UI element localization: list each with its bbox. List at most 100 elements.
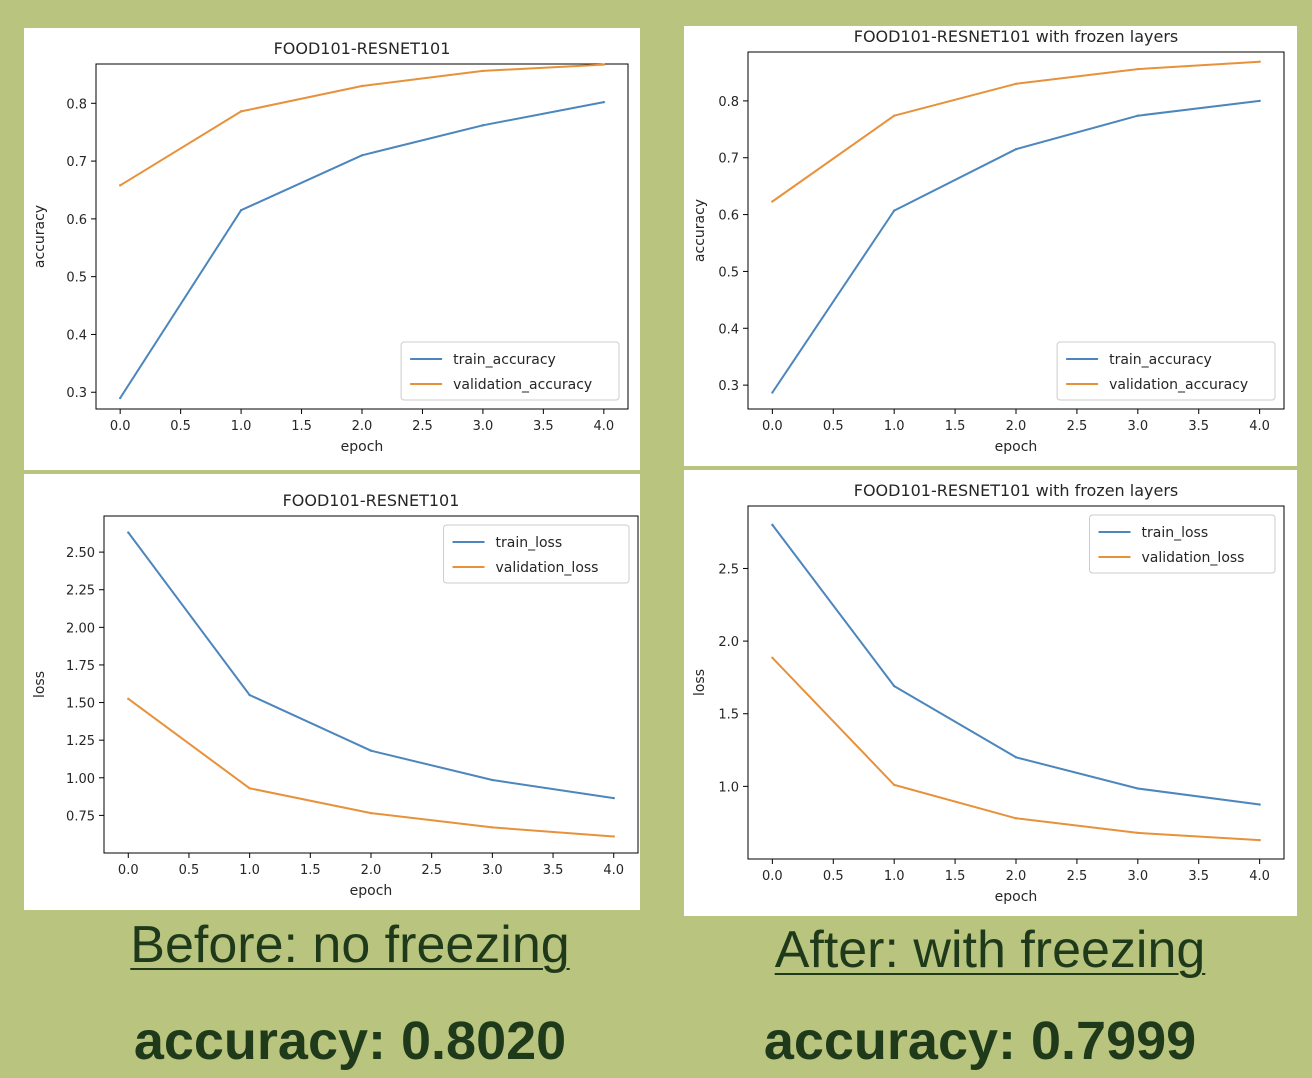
legend-box	[1056, 341, 1276, 401]
y-tick-label: 1.5	[718, 708, 739, 723]
y-tick-label: 1.75	[66, 659, 95, 674]
legend-label: train_loss	[1142, 525, 1209, 541]
y-tick-label: 0.75	[66, 809, 95, 824]
data-point-train_accuracy	[1014, 148, 1018, 151]
x-tick-label: 0.5	[179, 863, 200, 878]
x-tick-label: 0.0	[118, 863, 139, 878]
x-tick-label: 0.0	[762, 869, 783, 884]
x-tick-label: 3.5	[543, 863, 564, 878]
x-tick-label: 2.5	[421, 863, 442, 878]
data-point-train_accuracy	[602, 100, 606, 104]
legend-box	[1089, 514, 1276, 574]
y-tick-label: 1.00	[66, 772, 95, 787]
x-axis-label: epoch	[341, 439, 384, 455]
metric-value: 0.7999	[1031, 1011, 1197, 1071]
data-point-train_accuracy	[239, 209, 243, 212]
y-tick-label: 0.3	[66, 386, 87, 401]
y-tick-label: 0.6	[718, 209, 739, 224]
y-tick-label: 0.6	[66, 213, 87, 228]
x-tick-label: 3.5	[1188, 419, 1209, 434]
y-axis-label: accuracy	[692, 199, 708, 262]
y-tick-label: 0.8	[718, 95, 739, 110]
data-point-validation_loss	[771, 656, 774, 660]
y-tick-label: 0.5	[718, 265, 739, 280]
data-point-validation_loss	[1136, 831, 1140, 835]
y-tick-label: 0.8	[66, 97, 87, 112]
y-tick-label: 1.50	[66, 697, 95, 712]
legend-label: validation_loss	[1142, 550, 1245, 566]
x-tick-label: 3.0	[482, 863, 503, 878]
data-point-validation_loss	[612, 835, 615, 838]
y-axis-label: loss	[32, 671, 48, 698]
x-tick-label: 3.5	[1188, 869, 1209, 884]
data-point-train_accuracy	[1136, 114, 1140, 117]
before-heading: Before: no freezing	[130, 916, 570, 974]
data-point-train_loss	[127, 531, 130, 534]
data-point-validation_accuracy	[239, 110, 243, 113]
y-tick-label: 0.4	[718, 322, 739, 337]
x-axis-label: epoch	[995, 889, 1038, 905]
after-accuracy-panel: FOOD101-RESNET101 with frozen layers 0.0 0…	[684, 26, 1297, 466]
data-point-train_loss	[1136, 787, 1140, 790]
legend: train_loss validation_loss	[443, 524, 630, 584]
x-tick-label: 3.0	[1127, 869, 1148, 884]
legend-label: validation_accuracy	[453, 377, 592, 393]
x-tick-label: 2.0	[1006, 419, 1027, 434]
x-tick-label: 3.0	[473, 419, 494, 434]
after-loss-chart: FOOD101-RESNET101 with frozen layers 0.0 0…	[692, 481, 1285, 905]
x-tick-label: 2.5	[1067, 869, 1088, 884]
y-tick-label: 0.3	[718, 379, 739, 394]
x-tick-label: 1.0	[239, 863, 260, 878]
x-tick-label: 0.5	[170, 419, 191, 434]
x-tick-label: 3.5	[533, 419, 554, 434]
data-point-train_accuracy	[771, 391, 774, 394]
data-point-train_accuracy	[892, 209, 896, 212]
data-point-validation_accuracy	[360, 84, 364, 88]
y-tick-label: 2.00	[66, 621, 95, 636]
x-tick-label: 4.0	[1249, 869, 1270, 884]
after-heading: After: with freezing	[774, 921, 1206, 979]
y-tick-label: 0.7	[66, 155, 87, 170]
x-tick-label: 1.5	[945, 869, 966, 884]
data-point-train_loss	[1014, 756, 1018, 759]
series-line-validation_accuracy	[119, 63, 604, 187]
data-point-train_accuracy	[1258, 99, 1261, 103]
legend-label: validation_accuracy	[1109, 377, 1248, 393]
x-tick-label: 4.0	[593, 419, 614, 434]
before-accuracy-chart: FOOD101-RESNET101 0.0 0.5 1.0 1.5 2.0 2.5 3.0 3.…	[32, 39, 629, 455]
x-tick-label: 2.5	[412, 419, 433, 434]
chart-title: FOOD101-RESNET101	[283, 491, 460, 510]
legend-label: train_accuracy	[1109, 352, 1212, 368]
x-tick-label: 1.5	[291, 419, 312, 434]
metric-value: 0.8020	[401, 1011, 567, 1071]
data-point-train_accuracy	[360, 154, 364, 157]
y-tick-label: 2.25	[66, 584, 95, 599]
chart-title: FOOD101-RESNET101 with frozen layers	[854, 27, 1179, 46]
chart-title: FOOD101-RESNET101	[274, 39, 451, 58]
metric-label: accuracy:	[763, 1011, 1031, 1071]
y-axis-label: loss	[692, 669, 708, 696]
x-tick-label: 1.0	[884, 869, 905, 884]
data-point-validation_loss	[892, 783, 896, 787]
data-point-train_loss	[491, 778, 494, 782]
x-tick-label: 0.0	[762, 419, 783, 434]
data-point-train_loss	[1258, 803, 1261, 806]
data-point-train_accuracy	[118, 396, 122, 400]
y-axis-label: accuracy	[32, 205, 48, 268]
y-tick-label: 1.0	[718, 780, 739, 795]
data-point-validation_accuracy	[118, 184, 122, 187]
y-tick-label: 2.0	[718, 635, 739, 650]
data-point-validation_loss	[1258, 838, 1261, 842]
after-accuracy-metric: accuracy: 0.7999	[680, 1010, 1280, 1072]
legend-box	[443, 524, 630, 584]
after-loss-panel: FOOD101-RESNET101 with frozen layers 0.0 0…	[684, 470, 1297, 916]
legend-label: validation_loss	[496, 560, 599, 576]
data-point-validation_accuracy	[892, 114, 896, 117]
x-tick-label: 2.0	[361, 863, 382, 878]
data-point-validation_accuracy	[1136, 67, 1140, 71]
y-tick-label: 0.7	[718, 152, 739, 167]
x-tick-label: 1.5	[945, 419, 966, 434]
x-tick-label: 2.0	[1006, 869, 1027, 884]
data-point-train_loss	[771, 523, 774, 527]
data-point-validation_accuracy	[1258, 60, 1261, 63]
